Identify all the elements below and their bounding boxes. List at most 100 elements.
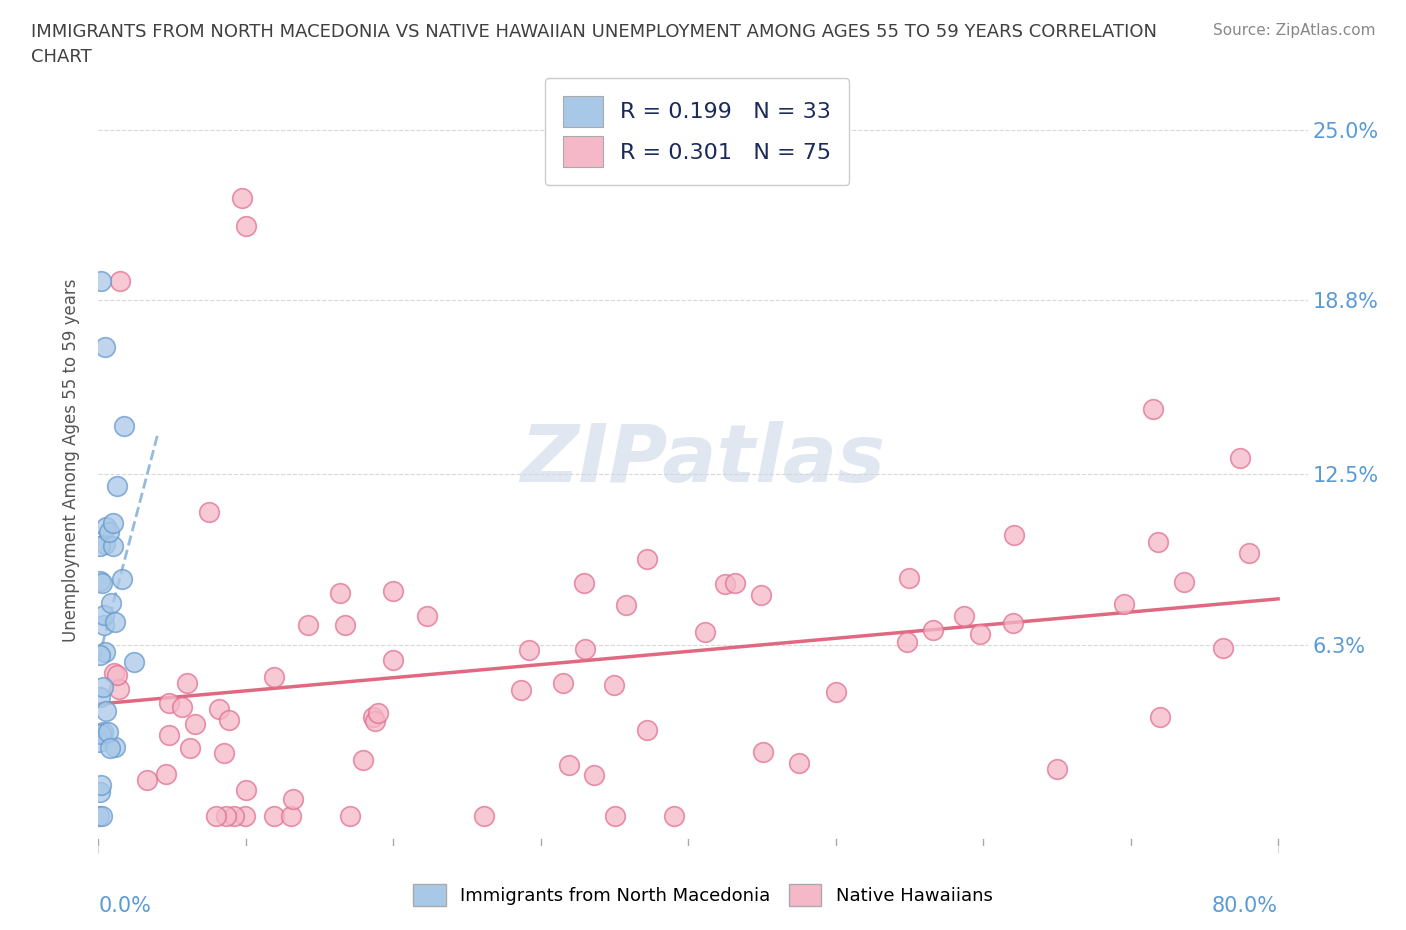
Point <box>101 538 124 553</box>
Point <box>96 704 118 719</box>
Text: ZIPatlas: ZIPatlas <box>520 421 886 499</box>
Point <box>198 505 221 520</box>
Point <box>297 618 319 632</box>
Point <box>1142 401 1164 416</box>
Point <box>104 739 127 754</box>
Point <box>90 726 112 741</box>
Legend: Immigrants from North Macedonia, Native Hawaiians: Immigrants from North Macedonia, Native … <box>406 877 1000 913</box>
Point <box>205 808 228 823</box>
Point <box>100 595 122 610</box>
Point <box>222 808 245 823</box>
Point <box>105 668 128 683</box>
Point <box>122 655 145 670</box>
Point <box>749 588 772 603</box>
Point <box>558 758 581 773</box>
Point <box>416 608 439 623</box>
Point <box>1112 597 1135 612</box>
Point <box>263 808 285 823</box>
Point <box>824 684 846 699</box>
Point <box>1212 641 1234 656</box>
Point <box>90 576 112 591</box>
Point <box>215 808 238 823</box>
Point <box>636 552 658 567</box>
Point <box>603 808 626 823</box>
Point <box>208 702 231 717</box>
Point <box>662 808 685 823</box>
Text: IMMIGRANTS FROM NORTH MACEDONIA VS NATIVE HAWAIIAN UNEMPLOYMENT AMONG AGES 55 TO: IMMIGRANTS FROM NORTH MACEDONIA VS NATIV… <box>31 23 1157 41</box>
Point <box>159 727 181 742</box>
Point <box>103 615 125 630</box>
Point <box>89 785 111 800</box>
Point <box>1146 535 1168 550</box>
Point <box>724 576 747 591</box>
Text: Source: ZipAtlas.com: Source: ZipAtlas.com <box>1212 23 1375 38</box>
Point <box>105 479 128 494</box>
Point <box>155 766 177 781</box>
Point <box>1001 615 1024 630</box>
Point <box>89 538 111 553</box>
Point <box>157 696 180 711</box>
Point <box>283 792 305 807</box>
Point <box>103 665 125 680</box>
Point <box>176 676 198 691</box>
Point <box>90 273 112 288</box>
Point <box>231 191 253 206</box>
Point <box>235 219 257 233</box>
Point <box>329 585 352 600</box>
Point <box>218 712 240 727</box>
Point <box>352 752 374 767</box>
Point <box>382 584 405 599</box>
Point <box>787 755 810 770</box>
Point <box>333 618 356 632</box>
Y-axis label: Unemployment Among Ages 55 to 59 years: Unemployment Among Ages 55 to 59 years <box>62 279 80 642</box>
Point <box>693 625 716 640</box>
Point <box>91 724 114 739</box>
Point <box>1149 710 1171 724</box>
Point <box>89 690 111 705</box>
Point <box>1229 450 1251 465</box>
Point <box>517 643 540 658</box>
Point <box>1237 546 1260 561</box>
Point <box>212 745 235 760</box>
Point <box>367 706 389 721</box>
Point <box>98 740 121 755</box>
Point <box>898 570 921 585</box>
Point <box>922 622 945 637</box>
Point <box>184 717 207 732</box>
Point <box>574 576 596 591</box>
Point <box>90 777 112 792</box>
Point <box>614 597 637 612</box>
Point <box>93 339 115 354</box>
Point <box>94 644 117 659</box>
Point <box>93 618 115 632</box>
Point <box>93 607 115 622</box>
Point <box>896 635 918 650</box>
Legend: R = 0.199   N = 33, R = 0.301   N = 75: R = 0.199 N = 33, R = 0.301 N = 75 <box>546 78 849 185</box>
Point <box>339 808 361 823</box>
Point <box>472 808 495 823</box>
Point <box>361 710 384 724</box>
Point <box>89 574 111 589</box>
Point <box>103 515 125 530</box>
Point <box>1046 761 1069 776</box>
Point <box>233 808 256 823</box>
Text: 80.0%: 80.0% <box>1212 896 1278 916</box>
Text: CHART: CHART <box>31 48 91 66</box>
Point <box>574 642 596 657</box>
Point <box>94 537 117 551</box>
Point <box>509 683 531 698</box>
Point <box>752 744 775 759</box>
Point <box>87 808 110 823</box>
Point <box>172 700 194 715</box>
Point <box>135 773 157 788</box>
Point <box>97 725 120 740</box>
Point <box>551 675 574 690</box>
Point <box>179 740 201 755</box>
Point <box>97 525 120 539</box>
Point <box>602 677 624 692</box>
Point <box>111 572 134 587</box>
Point <box>280 808 302 823</box>
Point <box>714 576 737 591</box>
Point <box>89 647 111 662</box>
Point <box>110 273 132 288</box>
